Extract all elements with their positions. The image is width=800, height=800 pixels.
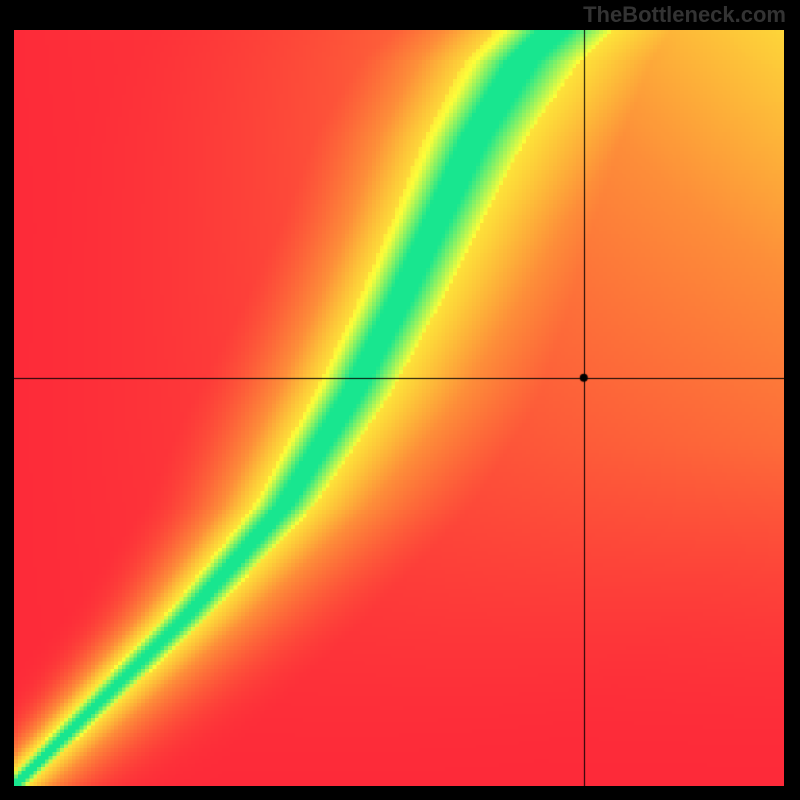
crosshair-overlay	[14, 30, 784, 786]
chart-container: TheBottleneck.com	[0, 0, 800, 800]
watermark-text: TheBottleneck.com	[583, 2, 786, 28]
